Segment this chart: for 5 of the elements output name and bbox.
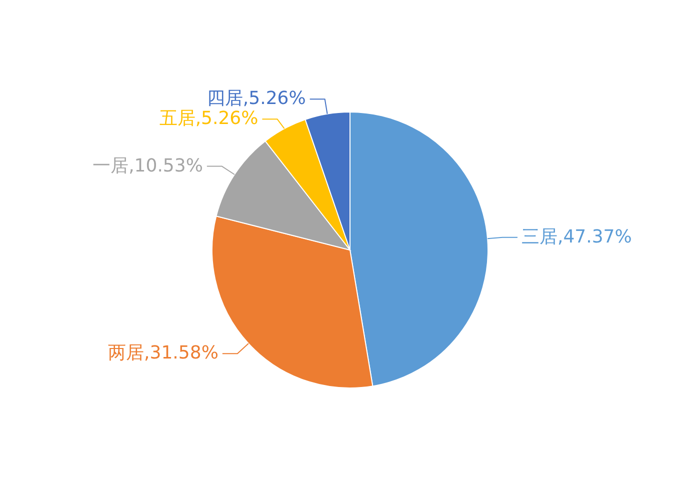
slice-label: 三居,47.37% bbox=[521, 226, 632, 248]
slice-label: 五居,5.26% bbox=[159, 108, 258, 130]
slice-label: 两居,31.58% bbox=[108, 342, 218, 364]
slice-label: 四居,5.26% bbox=[206, 88, 306, 110]
slice-label: 一居,10.53% bbox=[92, 155, 203, 176]
